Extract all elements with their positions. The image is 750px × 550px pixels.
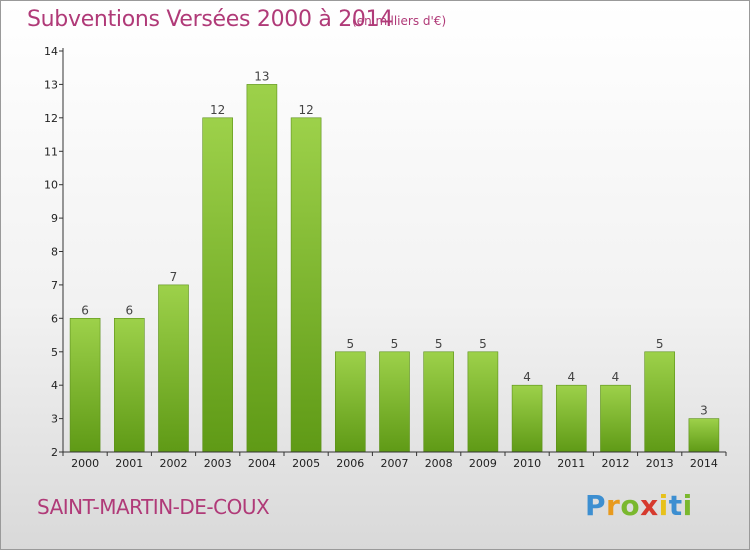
- data-label-2006: 5: [346, 337, 354, 351]
- y-tick-label-7: 7: [51, 279, 58, 292]
- bar-2006: [334, 351, 366, 453]
- chart-subtitle: (en milliers d'€): [352, 14, 447, 28]
- data-label-2000: 6: [81, 303, 89, 317]
- data-label-2003: 12: [210, 103, 225, 117]
- data-label-2004: 13: [254, 69, 269, 83]
- x-tick-label-2013: 2013: [646, 457, 674, 470]
- x-tick-label-2006: 2006: [336, 457, 364, 470]
- bar-2010: [511, 384, 543, 453]
- data-label-2007: 5: [391, 337, 399, 351]
- x-tick-label-2007: 2007: [381, 457, 409, 470]
- bars-layer: 6 6 7 12 13 12 5 5 5 5 4 4 4 5 3: [69, 69, 720, 453]
- bar-2009: [467, 351, 499, 453]
- place-name: SAINT-MARTIN-DE-COUX: [37, 495, 270, 519]
- bar-2008: [423, 351, 455, 453]
- data-label-2010: 4: [523, 370, 531, 384]
- x-tick-label-2012: 2012: [602, 457, 630, 470]
- x-tick-label-2011: 2011: [557, 457, 585, 470]
- y-tick-label-2: 2: [51, 446, 58, 459]
- bar-2012: [600, 384, 631, 453]
- chart-title: Subventions Versées 2000 à 2014: [27, 7, 394, 32]
- bar-2011: [555, 384, 587, 453]
- y-tick-label-9: 9: [51, 212, 58, 225]
- data-label-2011: 4: [567, 370, 575, 384]
- data-label-2002: 7: [170, 270, 178, 284]
- bar-2013: [644, 351, 676, 453]
- bar-2005: [290, 117, 322, 453]
- bar-2002: [158, 284, 189, 453]
- y-tick-label-3: 3: [51, 413, 58, 426]
- y-tick-label-8: 8: [51, 246, 58, 259]
- data-label-2013: 5: [656, 337, 664, 351]
- bar-2001: [114, 317, 145, 453]
- proxiti-logo[interactable]: Proxiti: [585, 489, 693, 522]
- x-tick-label-2010: 2010: [513, 457, 541, 470]
- y-tick-label-5: 5: [51, 346, 58, 359]
- data-label-2012: 4: [612, 370, 620, 384]
- x-tick-label-2002: 2002: [160, 457, 188, 470]
- y-tick-label-13: 13: [44, 78, 58, 91]
- y-tick-label-12: 12: [44, 112, 58, 125]
- x-tick-label-2004: 2004: [248, 457, 276, 470]
- data-label-2001: 6: [125, 303, 133, 317]
- y-tick-label-11: 11: [44, 145, 58, 158]
- bar-2000: [69, 317, 101, 453]
- x-tick-label-2005: 2005: [292, 457, 320, 470]
- x-tick-label-2008: 2008: [425, 457, 453, 470]
- x-tick-label-2009: 2009: [469, 457, 497, 470]
- y-tick-label-10: 10: [44, 179, 58, 192]
- data-label-2014: 3: [700, 404, 708, 418]
- data-label-2009: 5: [479, 337, 487, 351]
- y-tick-label-4: 4: [51, 379, 58, 392]
- y-tick-label-6: 6: [51, 312, 58, 325]
- axis-layer: 2000 2001 2002 2003 2004 2005 2006 2007 2008 2009…: [44, 45, 727, 470]
- bar-2014: [688, 418, 720, 453]
- bar-2003: [202, 117, 233, 453]
- x-tick-label-2003: 2003: [204, 457, 232, 470]
- bar-2004: [246, 84, 278, 453]
- x-tick-label-2000: 2000: [71, 457, 99, 470]
- bar-2007: [379, 351, 410, 453]
- data-label-2008: 5: [435, 337, 443, 351]
- x-tick-label-2014: 2014: [690, 457, 718, 470]
- x-tick-label-2001: 2001: [115, 457, 143, 470]
- data-label-2005: 12: [298, 103, 313, 117]
- y-tick-label-14: 14: [44, 45, 58, 58]
